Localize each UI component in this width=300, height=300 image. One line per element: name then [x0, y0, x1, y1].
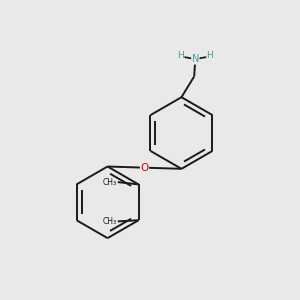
Text: CH₃: CH₃ [103, 178, 117, 187]
Text: H: H [206, 51, 213, 60]
Text: N: N [192, 54, 199, 64]
Text: CH₃: CH₃ [103, 217, 117, 226]
Text: H: H [177, 51, 184, 60]
Text: O: O [140, 163, 148, 173]
